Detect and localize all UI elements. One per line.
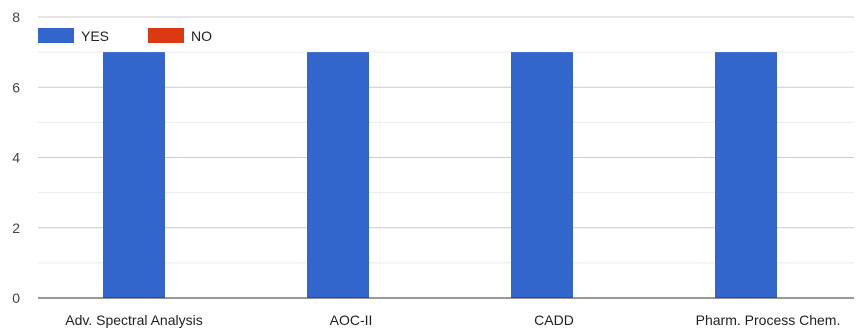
y-tick-label: 8 bbox=[12, 9, 20, 25]
x-category-label: Adv. Spectral Analysis bbox=[65, 312, 202, 328]
y-tick-label: 6 bbox=[12, 79, 20, 95]
bar-yes-1[interactable] bbox=[307, 52, 369, 298]
bars bbox=[103, 52, 777, 298]
bar-yes-0[interactable] bbox=[103, 52, 165, 298]
bar-yes-3[interactable] bbox=[715, 52, 777, 298]
y-tick-label: 4 bbox=[12, 150, 20, 166]
x-axis-labels: Adv. Spectral Analysis AOC-II CADD Pharm. P… bbox=[65, 312, 840, 328]
y-tick-label: 0 bbox=[12, 290, 20, 306]
x-category-label: CADD bbox=[534, 312, 574, 328]
y-tick-label: 2 bbox=[12, 220, 20, 236]
legend[interactable]: YES NO bbox=[38, 28, 212, 44]
legend-swatch-yes bbox=[38, 28, 74, 43]
x-category-label: AOC-II bbox=[330, 312, 373, 328]
gridlines bbox=[38, 16, 854, 264]
bar-yes-2[interactable] bbox=[511, 52, 573, 298]
legend-label-no: NO bbox=[191, 28, 212, 44]
legend-swatch-no bbox=[148, 28, 184, 43]
y-axis-ticks: 0 2 4 6 8 bbox=[12, 9, 20, 306]
x-category-label: Pharm. Process Chem. bbox=[696, 312, 841, 328]
legend-label-yes: YES bbox=[81, 28, 109, 44]
